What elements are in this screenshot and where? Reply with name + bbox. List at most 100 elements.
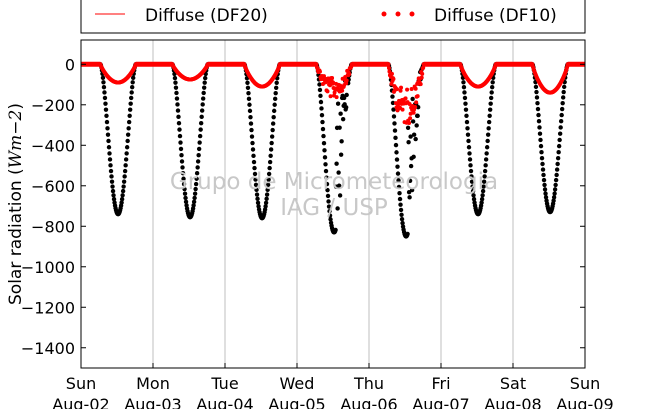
diffuse-point bbox=[405, 87, 410, 92]
global-point bbox=[554, 167, 560, 172]
global-point bbox=[255, 196, 260, 202]
global-point bbox=[553, 177, 559, 183]
global-point bbox=[107, 151, 112, 156]
diffuse-point bbox=[421, 62, 426, 67]
global-point bbox=[560, 100, 565, 106]
legend-label-df10: Diffuse (DF10) bbox=[434, 6, 557, 26]
global-point bbox=[485, 132, 491, 137]
global-point bbox=[394, 157, 400, 162]
global-point bbox=[196, 153, 201, 158]
global-point bbox=[271, 114, 276, 120]
global-point bbox=[560, 95, 566, 100]
diffuse-point bbox=[415, 94, 420, 99]
global-point bbox=[196, 146, 202, 152]
x-tick-label-day: Thu bbox=[353, 374, 384, 393]
global-point bbox=[558, 119, 564, 124]
global-point bbox=[120, 188, 126, 194]
global-point bbox=[318, 93, 323, 99]
global-point bbox=[101, 84, 107, 90]
global-point bbox=[317, 87, 323, 93]
global-point bbox=[178, 146, 184, 152]
global-point bbox=[194, 170, 200, 176]
diffuse-point bbox=[403, 96, 408, 101]
global-point bbox=[183, 195, 188, 201]
legend: Diffuse (DF20) Diffuse (DF10) bbox=[80, 0, 586, 34]
global-point bbox=[466, 138, 471, 144]
global-point bbox=[486, 126, 491, 131]
diffuse-point bbox=[399, 85, 404, 90]
global-point bbox=[250, 147, 256, 152]
x-tick-label-day: Mon bbox=[136, 374, 170, 393]
y-tick-label: −1000 bbox=[21, 258, 75, 277]
watermark-line-2: IAG / USP bbox=[280, 195, 388, 221]
global-point bbox=[202, 80, 207, 85]
global-point bbox=[319, 112, 325, 118]
global-point bbox=[340, 116, 346, 122]
global-point bbox=[533, 84, 539, 90]
global-point bbox=[480, 188, 486, 194]
global-point bbox=[407, 195, 412, 200]
global-point bbox=[408, 163, 414, 169]
global-point bbox=[318, 99, 324, 105]
global-point bbox=[320, 119, 325, 125]
global-point bbox=[263, 200, 269, 205]
diffuse-point bbox=[317, 69, 322, 74]
global-point bbox=[175, 102, 180, 107]
x-tick-label-day: Sun bbox=[66, 374, 96, 393]
global-point bbox=[327, 209, 332, 214]
global-point bbox=[176, 114, 181, 120]
global-point bbox=[551, 198, 556, 203]
global-point bbox=[273, 90, 278, 96]
global-point bbox=[198, 127, 203, 132]
global-point bbox=[558, 125, 563, 130]
global-point bbox=[121, 179, 127, 184]
global-point bbox=[323, 168, 329, 174]
global-point bbox=[410, 96, 415, 102]
global-point bbox=[129, 90, 134, 95]
global-point bbox=[461, 84, 467, 90]
global-point bbox=[542, 182, 547, 188]
diffuse-point bbox=[340, 88, 345, 93]
global-point bbox=[173, 85, 179, 90]
global-point bbox=[248, 114, 253, 120]
global-point bbox=[267, 159, 273, 165]
global-point bbox=[413, 136, 418, 142]
diffuse-point bbox=[330, 75, 335, 80]
global-point bbox=[200, 96, 206, 101]
global-point bbox=[466, 145, 472, 150]
diffuse-point bbox=[398, 88, 403, 93]
x-tick-label-day: Tue bbox=[210, 374, 238, 393]
global-point bbox=[192, 191, 198, 196]
diffuse-point bbox=[331, 80, 336, 85]
global-point bbox=[245, 80, 250, 85]
diffuse-point bbox=[407, 120, 412, 125]
global-point bbox=[336, 183, 342, 188]
global-point bbox=[415, 105, 421, 110]
global-point bbox=[463, 107, 469, 112]
diffuse-point bbox=[396, 102, 401, 107]
global-point bbox=[325, 187, 330, 193]
global-point bbox=[251, 153, 256, 159]
x-tick-label-date: Aug-09 bbox=[556, 395, 613, 409]
global-point bbox=[486, 119, 492, 125]
global-point bbox=[180, 165, 185, 170]
x-tick-label-day: Sun bbox=[570, 374, 600, 393]
global-point bbox=[109, 179, 115, 184]
global-point bbox=[251, 159, 257, 165]
watermark-line-1: Grupo de Micrometeorologia bbox=[170, 169, 498, 195]
global-point bbox=[561, 89, 566, 95]
global-point bbox=[253, 182, 259, 188]
global-point bbox=[198, 120, 204, 126]
global-point bbox=[410, 119, 416, 124]
global-point bbox=[203, 75, 208, 81]
global-point bbox=[320, 126, 326, 132]
global-point bbox=[245, 85, 251, 91]
global-point bbox=[110, 184, 115, 189]
global-point bbox=[178, 140, 183, 145]
global-point bbox=[195, 165, 200, 170]
diffuse-radiation-series bbox=[81, 61, 585, 125]
global-point bbox=[272, 102, 277, 107]
global-point bbox=[123, 163, 128, 168]
y-tick-label: −1400 bbox=[21, 339, 75, 358]
global-point bbox=[557, 131, 563, 136]
